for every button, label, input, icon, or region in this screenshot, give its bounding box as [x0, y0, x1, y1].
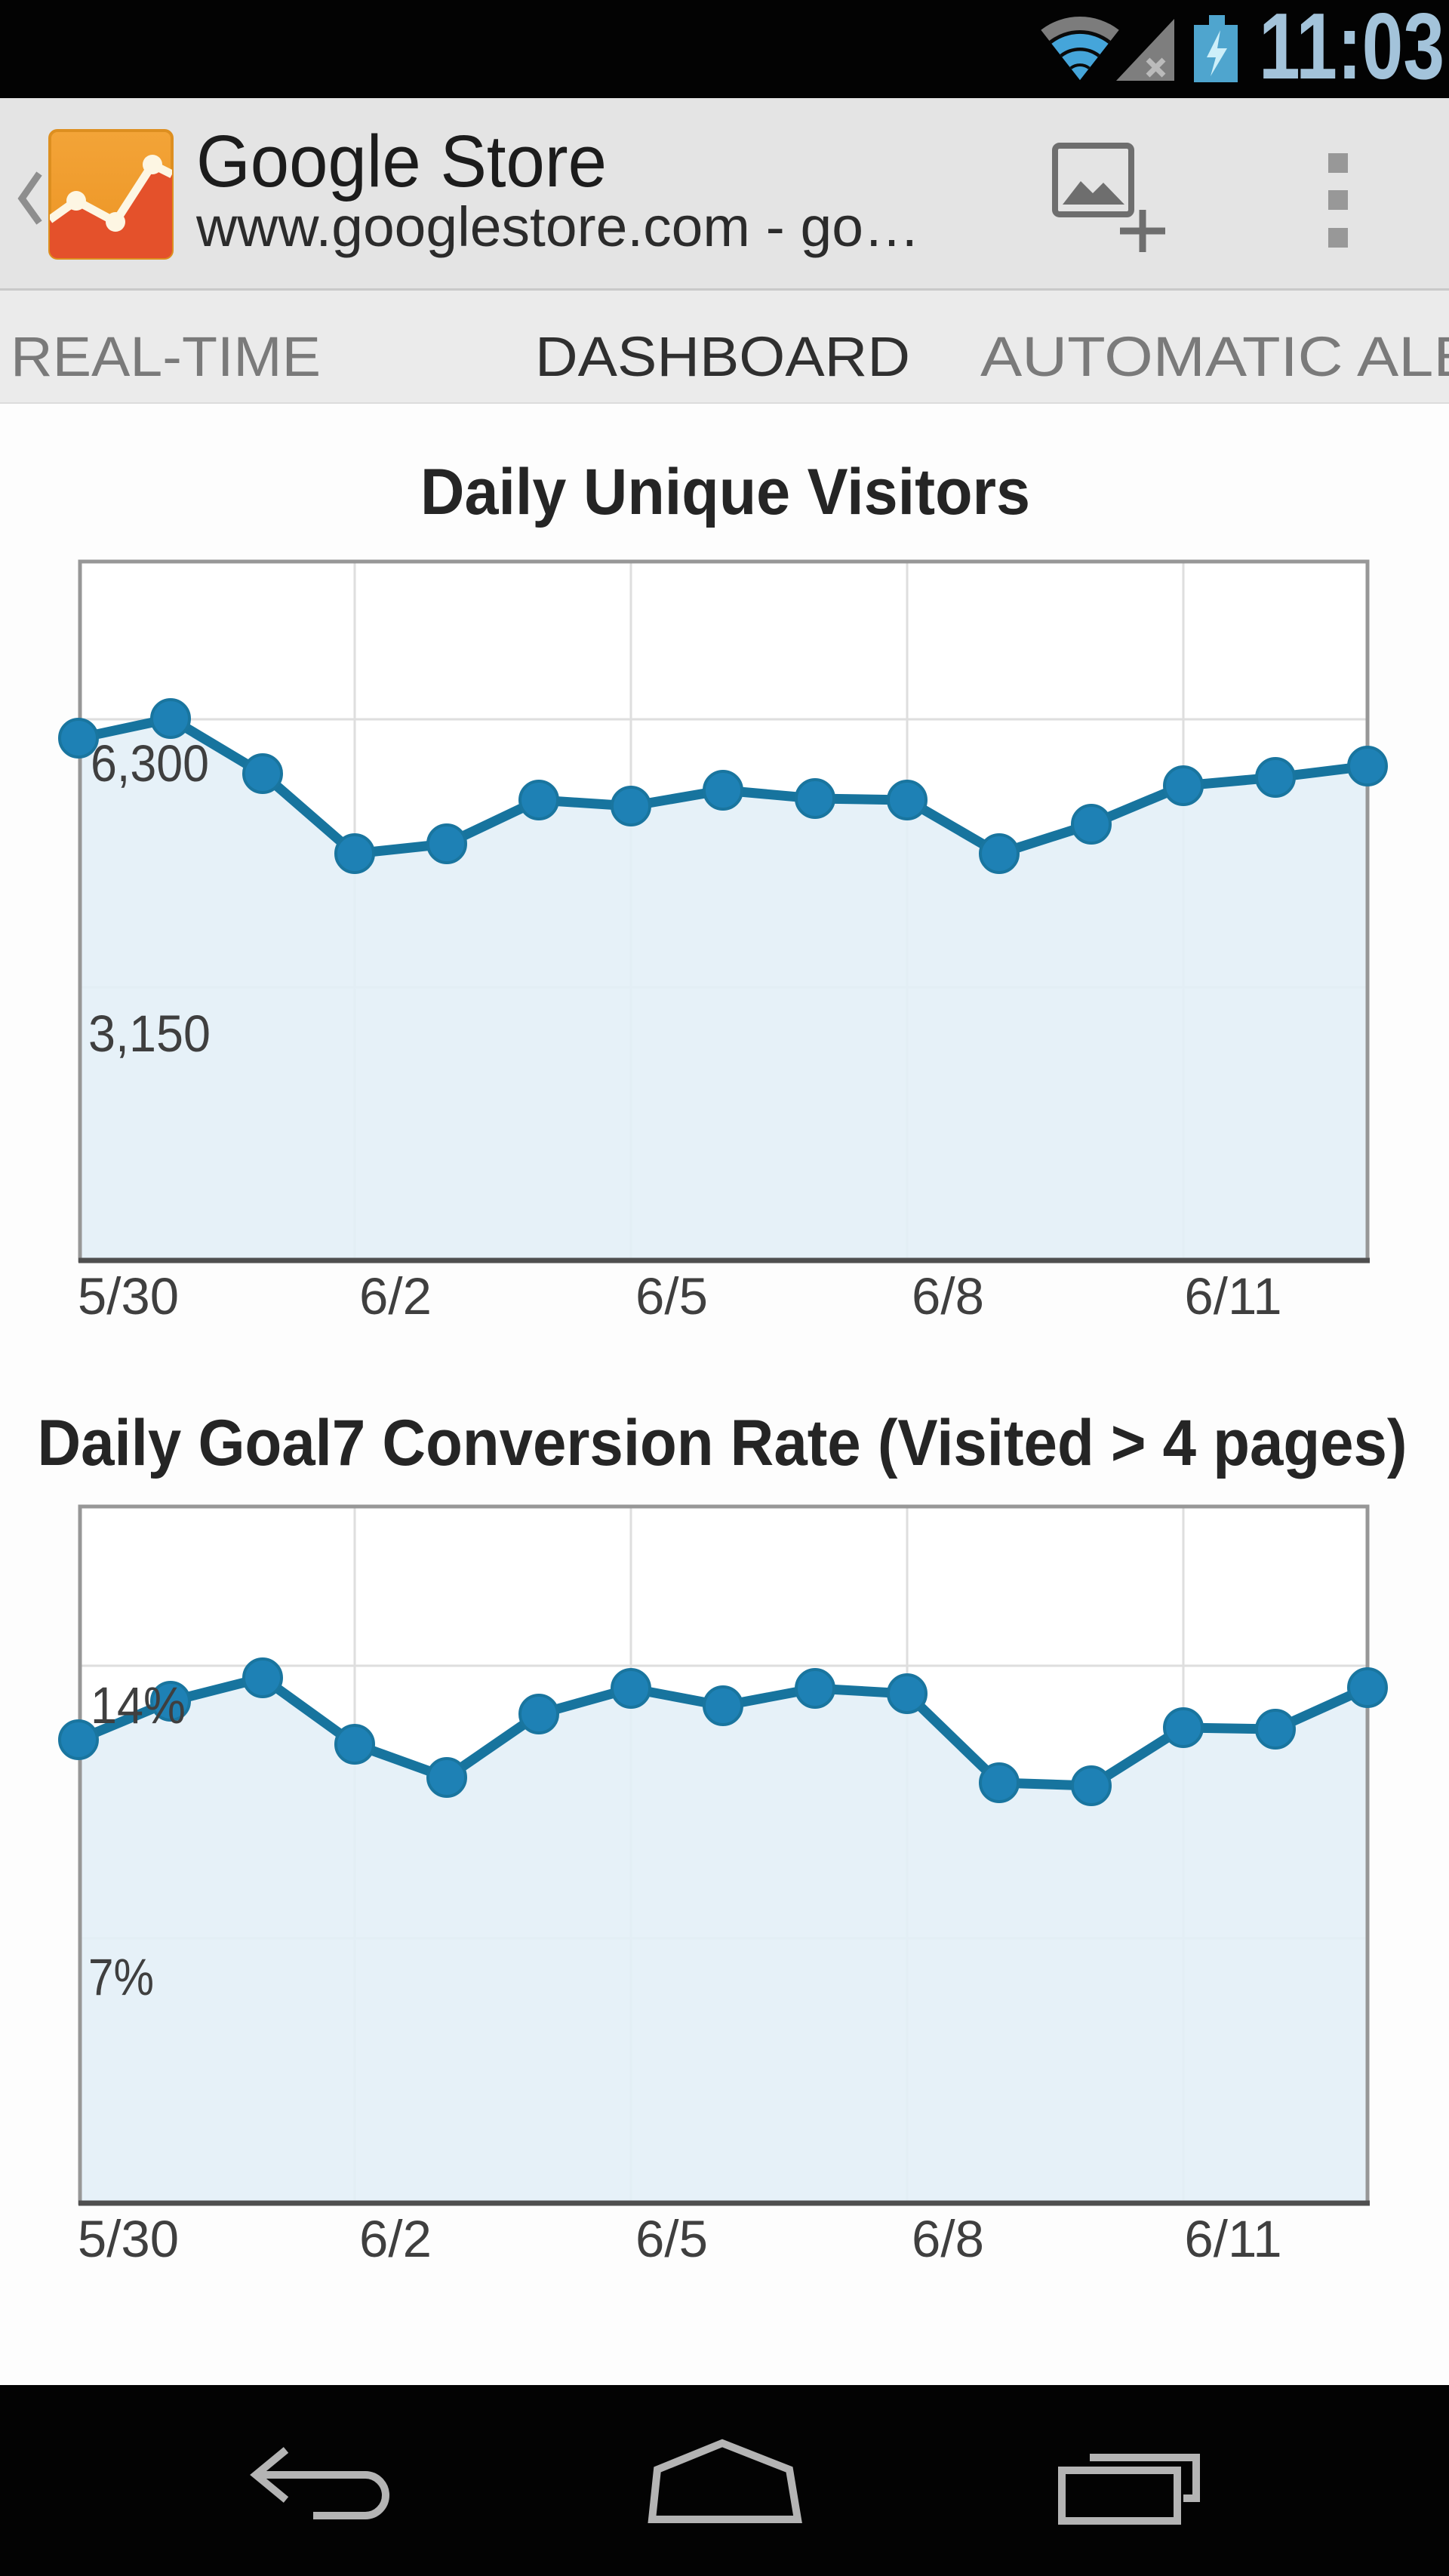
svg-text:11:03: 11:03	[1259, 0, 1444, 99]
svg-text:14%: 14%	[91, 1676, 186, 1734]
svg-text:3,150: 3,150	[88, 1005, 211, 1063]
svg-text:6/8: 6/8	[912, 1267, 984, 1325]
svg-text:6/5: 6/5	[635, 1267, 708, 1325]
svg-text:REAL-TIME: REAL-TIME	[11, 325, 321, 388]
svg-text:www.googlestore.com - go…: www.googlestore.com - go…	[195, 195, 920, 258]
svg-text:5/30: 5/30	[78, 2210, 179, 2268]
svg-text:6,300: 6,300	[91, 734, 209, 792]
svg-text:6/2: 6/2	[359, 2210, 432, 2268]
svg-text:6/11: 6/11	[1184, 2210, 1281, 2268]
svg-text:6/2: 6/2	[359, 1267, 432, 1325]
svg-text:6/5: 6/5	[635, 2210, 708, 2268]
svg-text:Daily Goal7 Conversion Rate (V: Daily Goal7 Conversion Rate (Visited > 4…	[38, 1407, 1407, 1479]
svg-text:Google Store: Google Store	[196, 120, 607, 202]
svg-text:6/11: 6/11	[1184, 1267, 1281, 1325]
svg-text:7%: 7%	[88, 1948, 154, 2006]
svg-text:6/8: 6/8	[912, 2210, 984, 2268]
svg-text:Daily Unique Visitors: Daily Unique Visitors	[420, 456, 1030, 528]
svg-text:AUTOMATIC ALERTS: AUTOMATIC ALERTS	[980, 325, 1449, 388]
svg-text:DASHBOARD: DASHBOARD	[535, 325, 910, 388]
svg-text:5/30: 5/30	[78, 1267, 179, 1325]
